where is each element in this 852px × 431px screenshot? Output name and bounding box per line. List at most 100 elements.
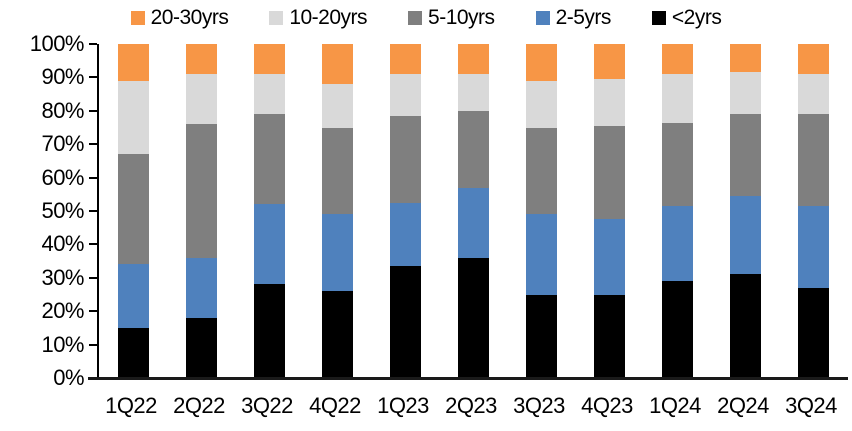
x-axis-category-label: 3Q24: [785, 393, 837, 418]
bar-segment-5-10yrs: [729, 114, 761, 196]
bar-segment-10-20yrs: [525, 80, 557, 128]
bar-segment-5-10yrs: [661, 122, 693, 206]
y-axis-tick: [89, 176, 97, 179]
bar-segment-2-5yrs: [797, 206, 829, 288]
bar-segment-20-30yrs: [729, 44, 761, 73]
y-axis-tick-label: 10%: [41, 331, 84, 357]
bar-segment-<2yrs: [321, 291, 353, 378]
bar-segment-2-5yrs: [593, 219, 625, 295]
legend-swatch-icon: [130, 11, 145, 25]
bar-segment-2-5yrs: [457, 187, 489, 258]
bar-segment-10-20yrs: [321, 84, 353, 128]
bar-segment-2-5yrs: [389, 202, 421, 267]
bar-segment-2-5yrs: [729, 195, 761, 275]
bar-segment-5-10yrs: [457, 110, 489, 188]
bar-segment-2-5yrs: [117, 264, 149, 328]
bar-4Q22: [321, 44, 353, 378]
y-axis-tick: [89, 210, 97, 212]
bar-segment-<2yrs: [661, 281, 693, 378]
x-axis-category-label: 2Q22: [173, 393, 225, 418]
bar-segment-<2yrs: [117, 327, 149, 378]
bar-segment-2-5yrs: [253, 204, 285, 285]
y-axis-tick: [89, 76, 97, 79]
bar-segment-20-30yrs: [525, 44, 557, 81]
bar-segment-20-30yrs: [389, 44, 421, 75]
legend-item: 10-20yrs: [269, 6, 368, 30]
x-axis-category-label: 3Q23: [513, 393, 565, 418]
bar-segment-2-5yrs: [661, 206, 693, 282]
bar-segment-2-5yrs: [185, 257, 217, 318]
legend-label: 5-10yrs: [428, 6, 495, 29]
legend-swatch-icon: [535, 11, 550, 25]
y-axis-tick-label: 40%: [41, 231, 84, 257]
y-axis-tick: [89, 43, 97, 45]
bar-segment-5-10yrs: [389, 115, 421, 203]
bar-segment-<2yrs: [797, 287, 829, 378]
y-axis-tick: [89, 343, 97, 346]
legend-item: <2yrs: [651, 6, 722, 30]
bar-segment-<2yrs: [253, 284, 285, 378]
legend-swatch-icon: [408, 11, 423, 25]
bar-segment-5-10yrs: [321, 127, 353, 215]
bar-segment-20-30yrs: [593, 44, 625, 80]
bar-segment-10-20yrs: [593, 79, 625, 126]
y-axis-tick-label: 60%: [41, 164, 84, 190]
bar-1Q24: [661, 44, 693, 378]
bar-segment-10-20yrs: [729, 72, 761, 115]
bar-segment-10-20yrs: [661, 74, 693, 123]
bar-segment-20-30yrs: [321, 44, 353, 85]
bar-segment-5-10yrs: [525, 127, 557, 215]
bar-segment-5-10yrs: [797, 114, 829, 206]
x-axis-category-label: 2Q23: [445, 393, 497, 418]
y-axis-tick-label: 70%: [41, 131, 84, 157]
x-axis-category-label: 2Q24: [717, 393, 769, 418]
bar-segment-10-20yrs: [389, 74, 421, 116]
bar-segment-5-10yrs: [117, 154, 149, 265]
x-axis-category-label: 1Q23: [377, 393, 429, 418]
bar-segment-10-20yrs: [797, 74, 829, 115]
chart-legend: 20-30yrs 10-20yrs 5-10yrs 2-5yrs <2yrs: [0, 6, 852, 30]
bar-segment-5-10yrs: [253, 114, 285, 205]
y-axis-tick-label: 90%: [41, 64, 84, 90]
y-axis-tick: [89, 310, 97, 313]
x-axis-category-label: 1Q22: [105, 393, 157, 418]
bar-2Q22: [185, 44, 217, 378]
y-axis-tick: [89, 109, 97, 112]
bar-segment-20-30yrs: [253, 44, 285, 75]
y-axis-tick-label: 20%: [41, 298, 84, 324]
legend-label: 2-5yrs: [555, 6, 612, 29]
y-axis-tick: [89, 243, 97, 246]
y-axis-tick-label: 50%: [41, 198, 84, 223]
bar-segment-<2yrs: [593, 294, 625, 378]
bar-segment-10-20yrs: [185, 74, 217, 125]
bar-4Q23: [593, 44, 625, 378]
bar-segment-20-30yrs: [797, 44, 829, 75]
legend-item: 5-10yrs: [408, 6, 495, 30]
bar-segment-10-20yrs: [457, 74, 489, 111]
y-axis-tick-label: 100%: [29, 31, 85, 56]
bar-1Q22: [117, 44, 149, 378]
legend-item: 2-5yrs: [535, 6, 612, 30]
bar-segment-<2yrs: [729, 274, 761, 378]
y-axis-tick-label: 0%: [53, 365, 84, 390]
y-axis-tick-label: 80%: [41, 97, 84, 123]
bar-segment-<2yrs: [457, 257, 489, 378]
bar-1Q23: [389, 44, 421, 378]
bar-segment-<2yrs: [389, 266, 421, 378]
bar-2Q23: [457, 44, 489, 378]
legend-swatch-icon: [651, 11, 666, 25]
x-axis-category-label: 1Q24: [649, 393, 701, 418]
bar-segment-10-20yrs: [253, 74, 285, 115]
bar-2Q24: [729, 44, 761, 378]
legend-label: <2yrs: [671, 6, 722, 29]
bar-3Q24: [797, 44, 829, 378]
bar-segment-20-30yrs: [117, 44, 149, 81]
y-axis-tick: [89, 143, 97, 146]
legend-label: 20-30yrs: [150, 6, 229, 29]
bar-segment-5-10yrs: [593, 125, 625, 220]
bar-segment-<2yrs: [185, 317, 217, 378]
y-axis-tick: [89, 276, 97, 279]
legend-item: 20-30yrs: [130, 6, 229, 30]
legend-swatch-icon: [269, 11, 284, 25]
